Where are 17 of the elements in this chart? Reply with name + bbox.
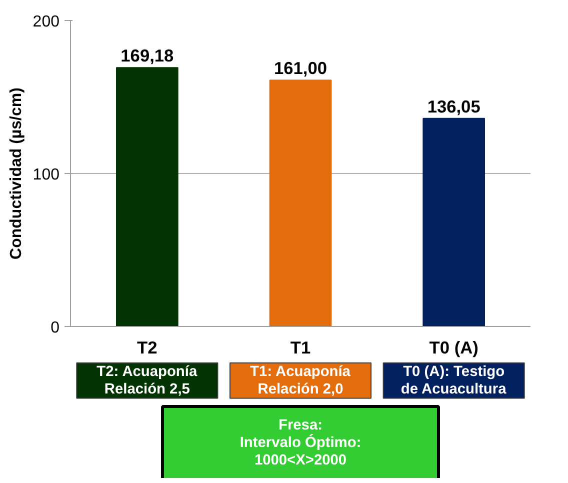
data-label: 169,18 (120, 46, 174, 66)
bar (422, 118, 485, 326)
x-tick-label: T1 (290, 338, 311, 358)
y-tick-label: 100 (32, 166, 60, 184)
x-tick-label: T0 (A) (429, 338, 478, 358)
y-tick-label: 0 (50, 320, 60, 336)
text: T0 (A): Testigo de Acuacultura (400, 364, 508, 398)
x-tick-label: T2 (137, 338, 158, 358)
data-label: 136,05 (427, 96, 481, 116)
bar (269, 80, 332, 326)
y-tick-label: 200 (32, 14, 60, 30)
text: Fresa: Intervalo Óptimo: 1000<X>2000 (240, 418, 362, 469)
data-label: 161,00 (274, 58, 327, 78)
bar (116, 67, 178, 326)
y-axis-title: Conductividad (µs/cm) (8, 88, 25, 260)
text: T1: Acuaponía Relación 2,0 (250, 364, 352, 398)
text: T2: Acuaponía Relación 2,5 (96, 364, 198, 398)
